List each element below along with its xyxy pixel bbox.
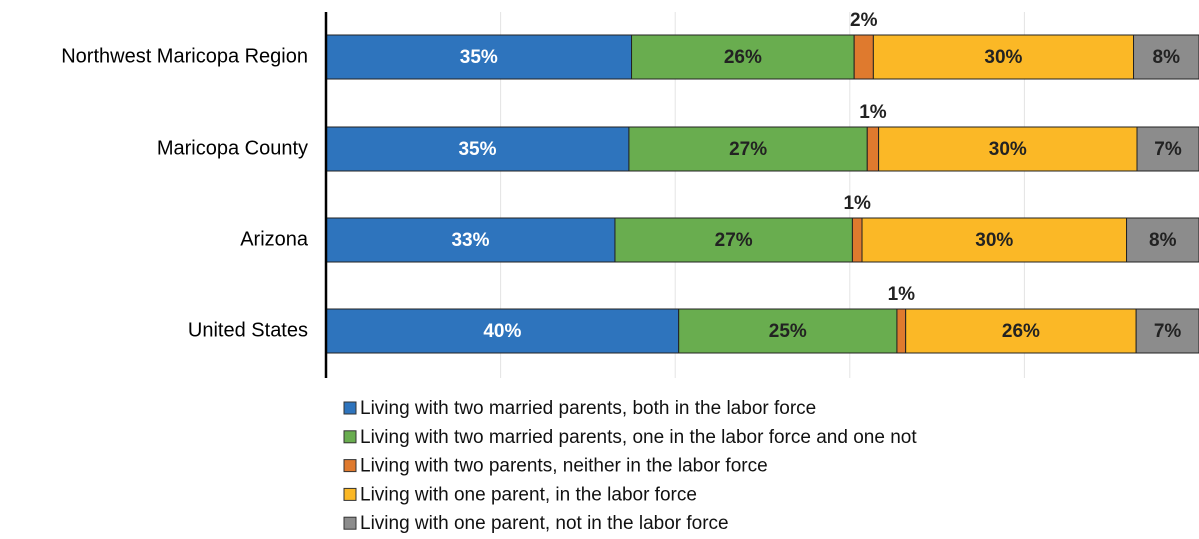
data-label: 30% (989, 139, 1027, 160)
legend-swatch (343, 487, 357, 501)
legend-label: Living with two married parents, one in … (360, 427, 917, 448)
category-label: Arizona (240, 228, 309, 250)
bar-segment (896, 308, 907, 354)
legend-label: Living with one parent, in the labor for… (360, 484, 697, 505)
data-label: 1% (859, 102, 887, 123)
bar-segment (1133, 34, 1199, 80)
data-label: 7% (1154, 139, 1182, 160)
legend-swatch (343, 401, 357, 415)
legend-swatch (343, 516, 357, 530)
bar-segment (678, 308, 898, 354)
data-label: 2% (850, 10, 878, 31)
category-label: Northwest Maricopa Region (61, 45, 308, 67)
data-label: 33% (451, 230, 489, 251)
bar-segment (872, 34, 1135, 80)
bar-segment (325, 34, 633, 80)
bar-segment (851, 217, 863, 263)
data-label: 27% (715, 230, 753, 251)
data-label: 8% (1153, 47, 1181, 68)
bar-segment (1136, 126, 1199, 172)
bar-segment (614, 217, 853, 263)
bar-segment (325, 217, 616, 263)
data-label: 8% (1149, 230, 1177, 251)
data-label: 35% (460, 47, 498, 68)
bar-segment (1135, 308, 1199, 354)
data-label: 30% (984, 47, 1022, 68)
bar-segment (1126, 217, 1199, 263)
bar-segment (905, 308, 1137, 354)
data-label: 40% (483, 321, 521, 342)
category-label: Maricopa County (157, 137, 308, 159)
bar-segment (631, 34, 855, 80)
legend-label: Living with two married parents, both in… (360, 398, 816, 419)
data-label: 27% (729, 139, 767, 160)
bar-segment (325, 308, 680, 354)
data-label: 7% (1154, 321, 1182, 342)
data-label: 25% (769, 321, 807, 342)
legend-swatch (343, 459, 357, 473)
bar-segment (878, 126, 1138, 172)
data-label: 1% (888, 284, 916, 305)
data-label: 26% (724, 47, 762, 68)
data-label: 30% (975, 230, 1013, 251)
bar-segment (853, 34, 874, 80)
category-label: United States (188, 319, 308, 341)
legend-label: Living with one parent, not in the labor… (360, 513, 729, 534)
data-label: 26% (1002, 321, 1040, 342)
bar-segment (866, 126, 880, 172)
data-label: 1% (843, 193, 871, 214)
data-label: 35% (458, 139, 496, 160)
legend-label: Living with two parents, neither in the … (360, 456, 768, 477)
legend-swatch (343, 430, 357, 444)
